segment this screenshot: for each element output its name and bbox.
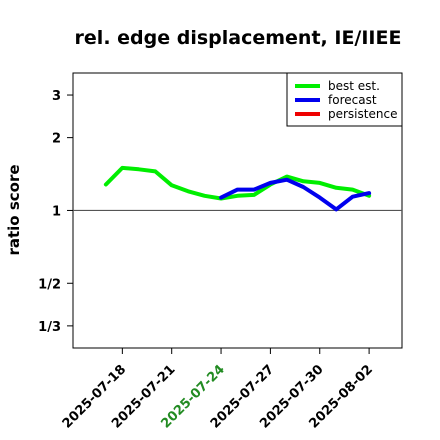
legend-label: best est.: [328, 79, 380, 93]
y-axis: 1/3 1/2 1 2 3: [38, 89, 73, 335]
series-line-forecast: [219, 177, 372, 212]
x-axis: 2025-07-182025-07-212025-07-242025-07-27…: [60, 348, 376, 432]
series-line-best-est: [103, 165, 372, 201]
y-tick-label: 3: [52, 89, 61, 104]
y-axis-label: ratio score: [5, 164, 23, 255]
y-tick-label: 1/2: [38, 277, 61, 292]
legend-label: forecast: [328, 93, 377, 107]
y-tick-label: 1/3: [38, 320, 61, 335]
series-lines: [103, 165, 372, 212]
chart-title: rel. edge displacement, IE/IIEE: [75, 27, 402, 49]
y-tick-label: 2: [52, 132, 61, 147]
legend-label: persistence: [328, 107, 397, 121]
y-tick-label: 1: [52, 204, 61, 219]
